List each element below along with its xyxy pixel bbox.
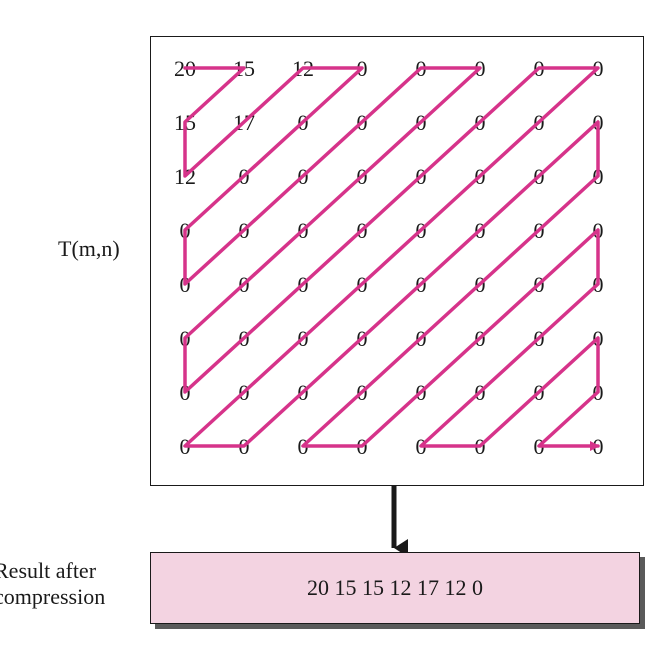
result-value: 20 15 15 12 17 12 0	[307, 575, 483, 600]
result-label-line2: compression	[0, 584, 106, 609]
result-box: 20 15 15 12 17 12 0	[150, 552, 640, 624]
zigzag-scan-path	[183, 66, 600, 451]
result-label: Result after compression	[0, 558, 150, 610]
matrix-label: T(m,n)	[58, 236, 120, 261]
result-label-line1: Result after	[0, 558, 97, 583]
